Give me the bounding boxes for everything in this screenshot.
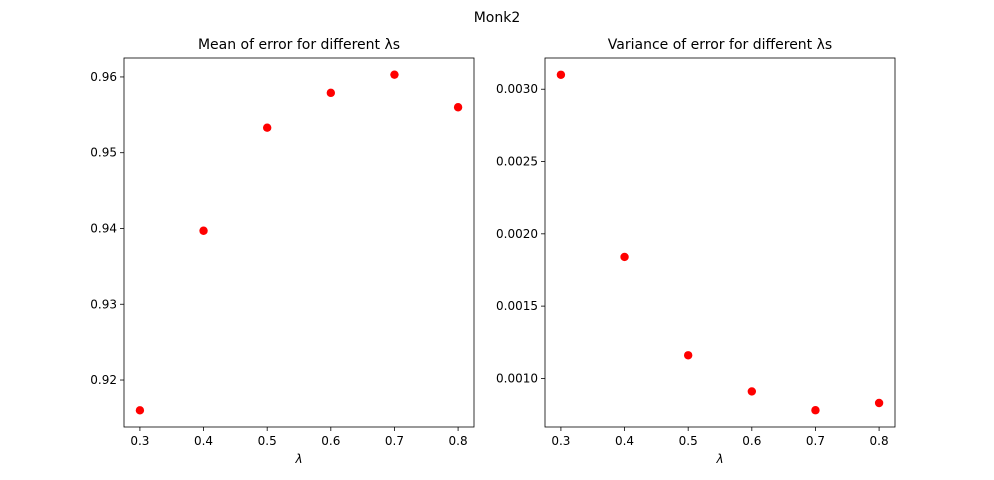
variance-error-x-tick-label: 0.3 [551, 434, 570, 448]
variance-error-y-tick-label: 0.0010 [496, 371, 538, 385]
mean-error-title: Mean of error for different λs [198, 37, 400, 53]
mean-error-point [199, 226, 208, 235]
variance-error-point [747, 387, 757, 396]
mean-error-point [262, 123, 272, 132]
mean-error-y-tick-label: 0.93 [90, 297, 117, 311]
mean-error-y-tick-label: 0.96 [90, 70, 117, 84]
figure-suptitle: Monk2 [474, 10, 521, 26]
variance-error-x-axis-label: λ [715, 452, 723, 466]
variance-error-x-tick-label: 0.8 [870, 434, 889, 448]
mean-error-point [135, 406, 145, 415]
variance-error-y-tick-label: 0.0030 [496, 82, 538, 96]
mean-error-axes-frame [123, 57, 475, 428]
variance-error-x-tick-label: 0.5 [679, 434, 698, 448]
mean-error-x-tick-label: 0.6 [321, 434, 340, 448]
variance-error-point [620, 252, 629, 262]
variance-error-point [683, 351, 693, 360]
mean-error-point [390, 70, 399, 79]
mean-error-x-axis-label: λ [294, 452, 302, 466]
variance-error-subplot: Variance of error for different λs 0.3 0.4… [496, 37, 896, 466]
variance-error-x-tick-label: 0.4 [615, 434, 634, 448]
mean-error-y-tick-label: 0.92 [90, 373, 117, 387]
mean-error-x-tick-label: 0.7 [385, 434, 404, 448]
variance-error-point [811, 406, 820, 415]
mean-error-y-tick-label: 0.94 [90, 221, 117, 235]
variance-error-y-tick-label: 0.0020 [496, 227, 538, 241]
mean-error-point [453, 103, 463, 112]
variance-error-axes-frame [544, 57, 896, 428]
mean-error-point [326, 88, 336, 98]
variance-error-y-tick-label: 0.0025 [496, 155, 538, 169]
mean-error-x-tick-label: 0.4 [194, 434, 213, 448]
mean-error-x-tick-label: 0.5 [258, 434, 277, 448]
mean-error-y-tick-label: 0.95 [90, 146, 117, 160]
variance-error-x-tick-label: 0.7 [806, 434, 825, 448]
variance-error-x-tick-label: 0.6 [742, 434, 761, 448]
variance-error-point [556, 70, 566, 79]
mean-error-x-tick-label: 0.3 [130, 434, 149, 448]
variance-error-y-tick-label: 0.0015 [496, 299, 538, 313]
mean-error-subplot: Mean of error for different λs 0.3 0.4 0.5 0… [90, 37, 475, 466]
variance-error-title: Variance of error for different λs [608, 37, 832, 53]
variance-error-point [874, 398, 884, 408]
mean-error-x-tick-label: 0.8 [449, 434, 468, 448]
